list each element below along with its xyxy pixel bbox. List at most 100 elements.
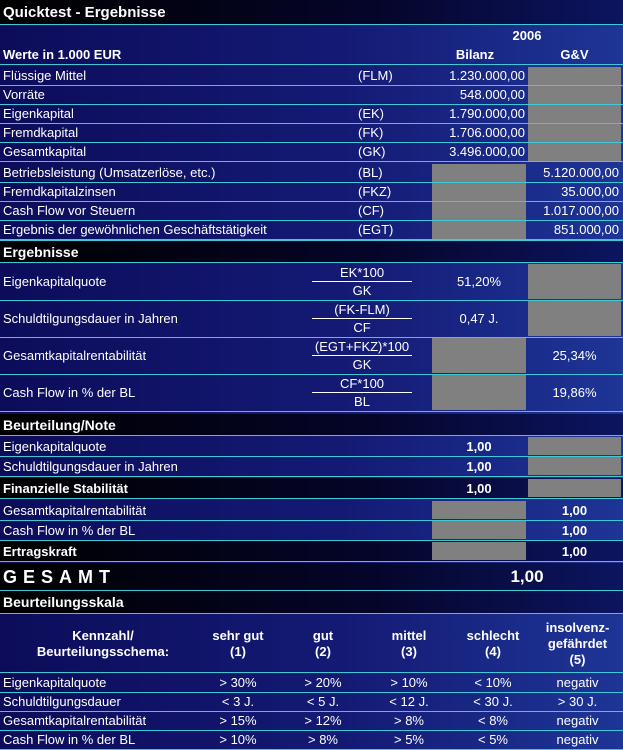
fraction-line bbox=[312, 318, 412, 319]
row-separator bbox=[0, 142, 623, 143]
formula-numerator: (EGT+FKZ)*100 bbox=[314, 339, 410, 354]
section-title: Beurteilung/Note bbox=[3, 416, 116, 433]
bilanz-value: 1.790.000,00 bbox=[449, 106, 525, 121]
section-title: Beurteilungsskala bbox=[3, 594, 124, 610]
empty-cell bbox=[528, 67, 621, 85]
row-separator bbox=[0, 561, 623, 562]
row-separator bbox=[0, 540, 623, 541]
formula-denominator: BL bbox=[354, 394, 370, 409]
row-label: Ertragskraft bbox=[3, 543, 77, 559]
row-separator bbox=[0, 262, 623, 263]
bilanz-value: 548.000,00 bbox=[459, 87, 525, 102]
scale-value: > 8% bbox=[308, 732, 338, 747]
scale-value: > 15% bbox=[219, 713, 257, 728]
scale-value: > 20% bbox=[304, 675, 342, 690]
bilanz-value: 51,20% bbox=[456, 274, 502, 289]
empty-cell bbox=[528, 86, 621, 104]
scale-value: > 5% bbox=[394, 732, 424, 747]
empty-cell bbox=[528, 457, 621, 475]
scale-value: < 10% bbox=[474, 675, 512, 690]
row-code: (BL) bbox=[358, 165, 383, 180]
scale-column-header: sehr gut (1) bbox=[212, 627, 264, 659]
row-label: Cash Flow in % der BL bbox=[3, 385, 136, 400]
scale-row-label: Eigenkapitalquote bbox=[3, 675, 107, 690]
scale-value: < 5% bbox=[478, 732, 508, 747]
row-label: Gesamtkapitalrentabilität bbox=[3, 502, 147, 518]
empty-cell bbox=[432, 501, 526, 519]
row-label: Betriebsleistung (Umsatzerlöse, etc.) bbox=[3, 165, 216, 180]
header-band bbox=[0, 591, 623, 613]
row-label: Ergebnis der gewöhnlichen Geschäftstätig… bbox=[3, 222, 267, 237]
column-header: G&V bbox=[560, 46, 589, 62]
row-label: Gesamtkapitalrentabilität bbox=[3, 348, 147, 363]
formula-denominator: GK bbox=[352, 357, 372, 372]
section-title: Ergebnisse bbox=[3, 243, 79, 260]
row-separator bbox=[0, 240, 623, 241]
scale-value: > 10% bbox=[390, 675, 428, 690]
scale-column-header: mittel (3) bbox=[391, 627, 427, 659]
total-label: GESAMT bbox=[3, 566, 117, 587]
row-separator bbox=[0, 672, 623, 673]
row-label: Vorräte bbox=[3, 87, 45, 102]
row-label: Schuldtilgungsdauer in Jahren bbox=[3, 311, 178, 326]
formula-numerator: CF*100 bbox=[339, 376, 385, 391]
empty-cell bbox=[528, 105, 621, 123]
row-separator bbox=[0, 456, 623, 457]
scale-value: > 30 J. bbox=[557, 694, 598, 709]
row-label: Fremdkapital bbox=[3, 125, 79, 140]
row-separator bbox=[0, 64, 623, 65]
scale-value: > 10% bbox=[219, 732, 257, 747]
guv-value: 5.120.000,00 bbox=[543, 165, 619, 180]
scale-column-header: schlecht (4) bbox=[466, 627, 520, 659]
row-separator bbox=[0, 374, 623, 375]
bilanz-value: 1.230.000,00 bbox=[449, 68, 525, 83]
header-band bbox=[0, 563, 623, 590]
year-label: 2006 bbox=[512, 27, 542, 43]
row-code: (FKZ) bbox=[358, 184, 392, 199]
scale-column-header: gut (2) bbox=[312, 627, 334, 659]
scale-value: < 30 J. bbox=[473, 694, 513, 709]
guv-value: 19,86% bbox=[552, 385, 597, 400]
row-code: (FLM) bbox=[358, 68, 393, 83]
bilanz-value: 3.496.000,00 bbox=[449, 144, 525, 159]
scale-row-label: Gesamtkapitalrentabilität bbox=[3, 713, 147, 728]
row-code: (EK) bbox=[358, 106, 384, 121]
row-separator bbox=[0, 85, 623, 86]
formula-denominator: CF bbox=[353, 320, 371, 335]
formula-numerator: (FK-FLM) bbox=[334, 302, 390, 317]
scale-value: negativ bbox=[556, 713, 599, 728]
row-separator bbox=[0, 239, 623, 240]
bilanz-value: 1.706.000,00 bbox=[449, 125, 525, 140]
scale-value: > 12% bbox=[304, 713, 342, 728]
bilanz-score: 1,00 bbox=[466, 438, 492, 454]
scale-value: < 3 J. bbox=[221, 694, 255, 709]
row-separator bbox=[0, 711, 623, 712]
column-header: Bilanz bbox=[455, 46, 495, 62]
empty-cell bbox=[432, 338, 526, 373]
guv-value: 1.017.000,00 bbox=[543, 203, 619, 218]
row-label: Eigenkapital bbox=[3, 106, 74, 121]
empty-cell bbox=[432, 164, 526, 182]
row-label: Finanzielle Stabilität bbox=[3, 480, 128, 496]
guv-value: 25,34% bbox=[552, 348, 597, 363]
header-band bbox=[0, 478, 623, 498]
row-label: Fremdkapitalzinsen bbox=[3, 184, 116, 199]
empty-cell bbox=[528, 264, 621, 299]
empty-cell bbox=[432, 542, 526, 560]
empty-cell bbox=[528, 301, 621, 336]
empty-cell bbox=[432, 521, 526, 539]
bilanz-value: 0,47 J. bbox=[459, 311, 499, 326]
scale-column-header: insolvenz- gefährdet (5) bbox=[545, 619, 610, 667]
row-label: Cash Flow in % der BL bbox=[3, 522, 136, 538]
row-label: Schuldtilgungsdauer in Jahren bbox=[3, 458, 178, 474]
row-separator bbox=[0, 104, 623, 105]
row-code: (CF) bbox=[358, 203, 384, 218]
row-separator bbox=[0, 590, 623, 591]
row-separator bbox=[0, 161, 623, 162]
row-label: Gesamtkapital bbox=[3, 144, 87, 159]
guv-score: 1,00 bbox=[561, 522, 588, 538]
scale-row-label: Cash Flow in % der BL bbox=[3, 732, 136, 747]
row-separator bbox=[0, 300, 623, 301]
row-separator bbox=[0, 692, 623, 693]
